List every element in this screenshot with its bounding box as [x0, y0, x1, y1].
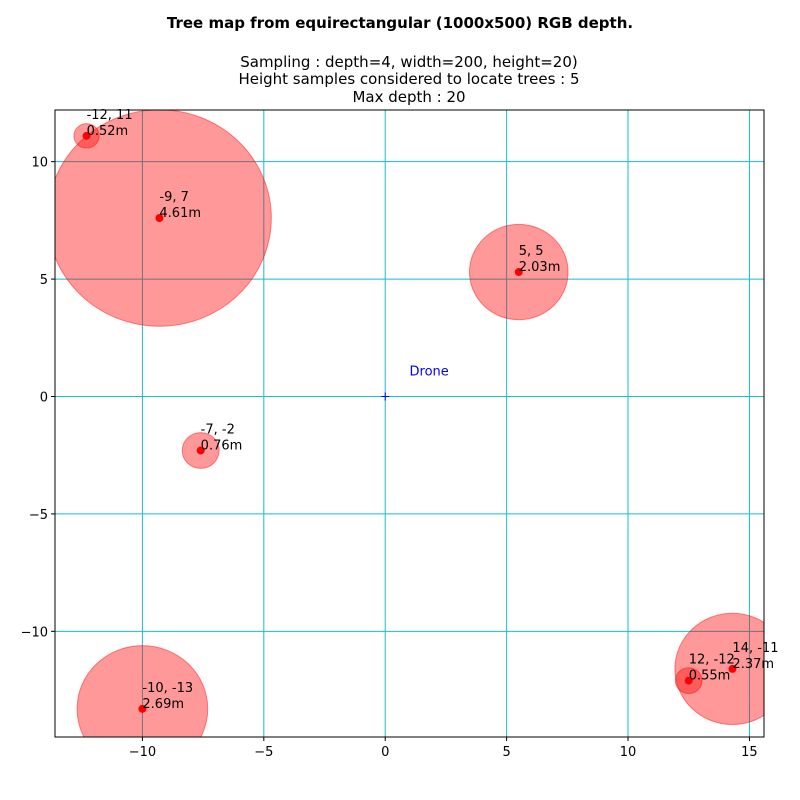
- chart-title: Tree map from equirectangular (1000x500)…: [167, 14, 633, 32]
- tree-markers: [82, 131, 737, 713]
- y-tick-label: 0: [40, 390, 48, 405]
- tree-size-label: 0.76m: [201, 439, 243, 454]
- tree-coord-label: -9, 7: [159, 190, 189, 205]
- drone-group: Drone: [381, 365, 449, 401]
- x-tick-label: 5: [502, 745, 510, 760]
- y-tick-label: 10: [31, 156, 48, 171]
- x-tick-label: −5: [254, 745, 273, 760]
- tree-marker: [728, 664, 737, 673]
- grid-lines: [55, 110, 764, 737]
- x-tick-label: 15: [741, 745, 758, 760]
- tree-size-label: 0.52m: [87, 124, 129, 139]
- tree-canopy-circle: [76, 645, 209, 737]
- tree-marker: [196, 446, 205, 455]
- tree-canopy-circle: [674, 612, 764, 726]
- x-tick-label: −10: [129, 745, 156, 760]
- tree-coord-label: 14, -11: [732, 641, 778, 656]
- chart-subtitle-line-1: Sampling : depth=4, width=200, height=20…: [240, 53, 578, 71]
- tree-marker: [514, 268, 523, 277]
- x-tick-label: 10: [620, 745, 637, 760]
- tree-coord-label: -7, -2: [201, 423, 235, 438]
- tree-coord-label: -12, 11: [87, 108, 133, 123]
- tree-marker: [684, 676, 693, 685]
- tree-size-label: 2.37m: [732, 657, 774, 672]
- tree-size-label: 2.69m: [142, 697, 184, 712]
- y-tick-label: −5: [29, 508, 48, 523]
- y-axis-ticks: −10 −5 0 5 10: [21, 156, 55, 640]
- tree-size-label: 4.61m: [159, 206, 201, 221]
- chart-subtitle-line-2: Height samples considered to locate tree…: [238, 70, 579, 88]
- axes-frame: [54, 109, 765, 738]
- tree-coord-label: 12, -12: [689, 653, 735, 668]
- x-tick-label: 0: [381, 745, 389, 760]
- tree-marker: [155, 214, 164, 223]
- tree-size-label: 2.03m: [519, 260, 561, 275]
- tree-size-label: 0.55m: [689, 669, 731, 684]
- chart-subtitle-line-3: Max depth : 20: [352, 88, 465, 106]
- tree-coord-label: 5, 5: [519, 244, 544, 259]
- y-tick-label: −10: [21, 625, 48, 640]
- tree-coord-label: -10, -13: [142, 681, 193, 696]
- tree-marker: [82, 131, 91, 140]
- y-tick-label: 5: [40, 273, 48, 288]
- x-axis-ticks: −10 −5 0 5 10 15: [129, 737, 758, 760]
- tree-marker: [138, 704, 147, 713]
- drone-label: Drone: [410, 365, 449, 380]
